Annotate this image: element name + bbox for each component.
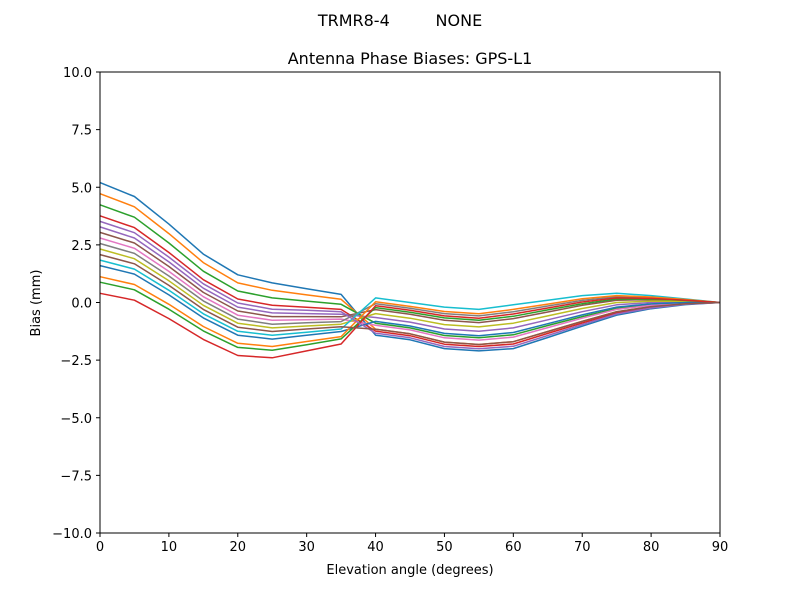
x-tick-label: 0 <box>96 540 104 555</box>
chart-suptitle: TRMR8-4 NONE <box>317 11 482 30</box>
series-line-3 <box>99 204 721 339</box>
series-line-16 <box>99 253 721 346</box>
y-tick-label: −2.5 <box>60 354 92 369</box>
x-tick-label: 40 <box>367 540 384 555</box>
series-line-12 <box>99 275 721 348</box>
y-tick-label: 0.0 <box>71 297 92 312</box>
series-line-10 <box>99 259 721 336</box>
series-line-4 <box>99 215 721 348</box>
y-tick-label: −10.0 <box>52 527 92 542</box>
x-tick-label: 10 <box>161 540 178 555</box>
x-tick-label: 30 <box>298 540 315 555</box>
y-tick-label: 2.5 <box>71 239 92 254</box>
series-line-9 <box>99 248 721 329</box>
y-tick-label: 7.5 <box>71 124 92 139</box>
x-tick-label: 20 <box>230 540 247 555</box>
series-line-8 <box>99 242 721 325</box>
x-tick-label: 60 <box>505 540 522 555</box>
x-tick-label: 70 <box>574 540 591 555</box>
series-line-6 <box>99 231 721 324</box>
chart-title: Antenna Phase Biases: GPS-L1 <box>288 49 533 68</box>
series-line-11 <box>99 264 720 340</box>
y-tick-label: −7.5 <box>60 469 92 484</box>
series-line-15 <box>99 220 721 350</box>
series-line-7 <box>99 237 721 341</box>
x-axis-label: Elevation angle (degrees) <box>326 563 493 578</box>
series-line-5 <box>99 226 721 333</box>
series-lines <box>99 181 721 359</box>
series-line-14 <box>99 292 721 359</box>
x-tick-label: 80 <box>643 540 660 555</box>
x-axis-ticks: 0 10 20 30 40 50 60 70 80 90 <box>96 533 728 555</box>
y-tick-label: 10.0 <box>63 66 92 81</box>
y-axis-label: Bias (mm) <box>29 270 44 337</box>
x-tick-label: 50 <box>436 540 453 555</box>
series-line-13 <box>99 281 721 351</box>
y-tick-label: 5.0 <box>71 181 92 196</box>
y-tick-label: −5.0 <box>60 412 92 427</box>
x-tick-label: 90 <box>712 540 729 555</box>
y-axis-ticks: −10.0 −7.5 −5.0 −2.5 0.0 2.5 5.0 7.5 10.0 <box>52 66 100 542</box>
series-line-1 <box>99 181 721 352</box>
